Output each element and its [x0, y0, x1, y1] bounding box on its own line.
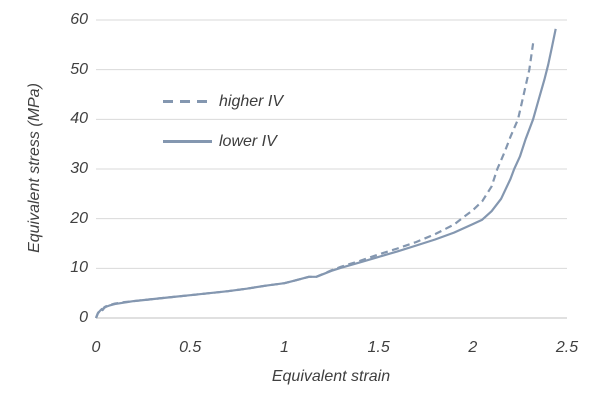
y-tick-label: 30	[70, 160, 88, 177]
y-tick-label: 60	[70, 11, 88, 28]
legend-label-higher-iv: higher IV	[219, 92, 284, 110]
x-tick-label: 2	[468, 339, 478, 356]
y-tick-label: 0	[79, 309, 88, 326]
legend-label-lower-iv: lower IV	[219, 132, 277, 150]
legend-item-lower-iv: lower IV	[163, 128, 283, 155]
x-tick-label: 1	[279, 339, 289, 356]
lower-iv-curve	[94, 28, 557, 319]
y-tick-label: 50	[70, 60, 88, 78]
higher-iv-curve	[94, 43, 535, 319]
x-tick-label: 0.5	[179, 339, 202, 356]
higher-iv-dashed-line-sample	[163, 100, 212, 103]
x-axis-title: Equivalent strain	[271, 368, 391, 385]
y-tick-label: 20	[70, 209, 88, 227]
legend: higher IV lower IV	[163, 88, 283, 168]
x-tick-label: 0	[91, 339, 101, 356]
lower-iv-solid-line-sample	[163, 140, 212, 143]
x-tick-label: 2.5	[555, 339, 579, 356]
legend-item-higher-iv: higher IV	[163, 88, 283, 115]
y-tick-label: 40	[70, 110, 88, 128]
y-axis-title: Equivalent stress (MPa)	[26, 83, 43, 253]
x-tick-label: 1.5	[367, 339, 390, 356]
y-tick-label: 10	[70, 259, 88, 277]
